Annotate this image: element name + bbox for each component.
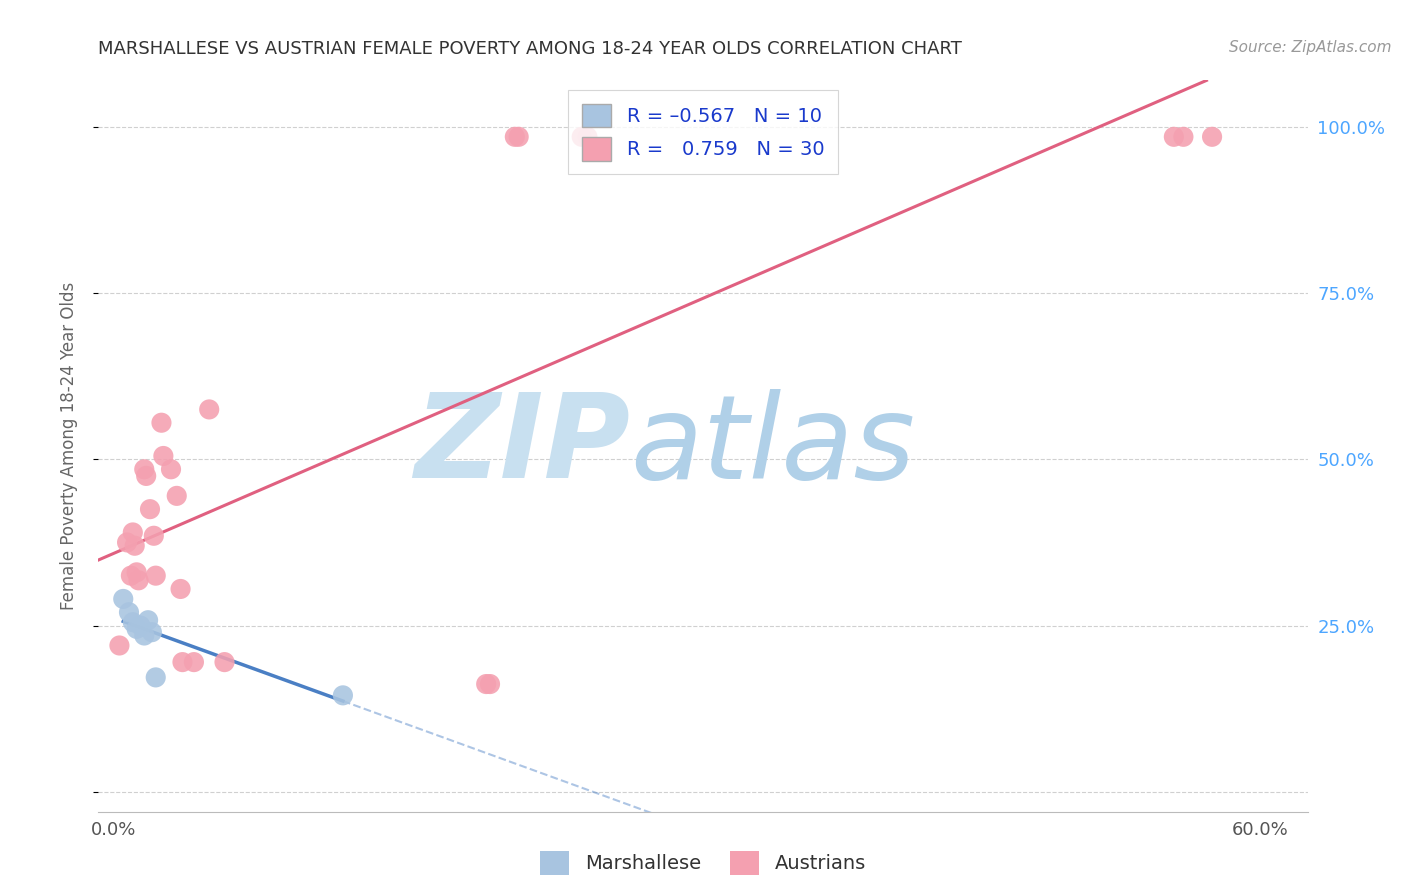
Point [169, 582, 191, 596]
Text: ZIP: ZIP [415, 389, 630, 503]
Point [503, 129, 526, 144]
Point [479, 677, 502, 691]
Point [1163, 129, 1185, 144]
Point [134, 462, 156, 476]
Point [150, 416, 173, 430]
Point [152, 449, 174, 463]
Point [1173, 129, 1195, 144]
Point [108, 639, 131, 653]
Point [332, 689, 354, 703]
Point [145, 670, 167, 684]
Point [121, 615, 143, 630]
Point [128, 574, 150, 588]
Point [134, 628, 156, 642]
Point [129, 618, 152, 632]
Text: Source: ZipAtlas.com: Source: ZipAtlas.com [1229, 40, 1392, 55]
Point [112, 591, 135, 606]
Point [1201, 129, 1223, 144]
Point [139, 502, 162, 516]
Point [121, 525, 143, 540]
Point [198, 402, 221, 417]
Point [120, 568, 142, 582]
Point [576, 129, 599, 144]
Point [475, 677, 498, 691]
Point [141, 625, 163, 640]
Text: MARSHALLESE VS AUSTRIAN FEMALE POVERTY AMONG 18-24 YEAR OLDS CORRELATION CHART: MARSHALLESE VS AUSTRIAN FEMALE POVERTY A… [98, 40, 962, 58]
Point [172, 655, 194, 669]
Point [136, 613, 159, 627]
Point [508, 129, 530, 144]
Point [125, 622, 148, 636]
Y-axis label: Female Poverty Among 18-24 Year Olds: Female Poverty Among 18-24 Year Olds [59, 282, 77, 610]
Point [571, 129, 593, 144]
Point [135, 469, 157, 483]
Point [142, 529, 165, 543]
Text: atlas: atlas [630, 389, 915, 503]
Point [125, 566, 148, 580]
Point [118, 605, 141, 619]
Point [214, 655, 236, 669]
Point [145, 568, 167, 582]
Point [183, 655, 205, 669]
Point [124, 539, 146, 553]
Legend: Marshallese, Austrians: Marshallese, Austrians [533, 843, 873, 882]
Point [115, 535, 138, 549]
Point [160, 462, 183, 476]
Point [166, 489, 188, 503]
